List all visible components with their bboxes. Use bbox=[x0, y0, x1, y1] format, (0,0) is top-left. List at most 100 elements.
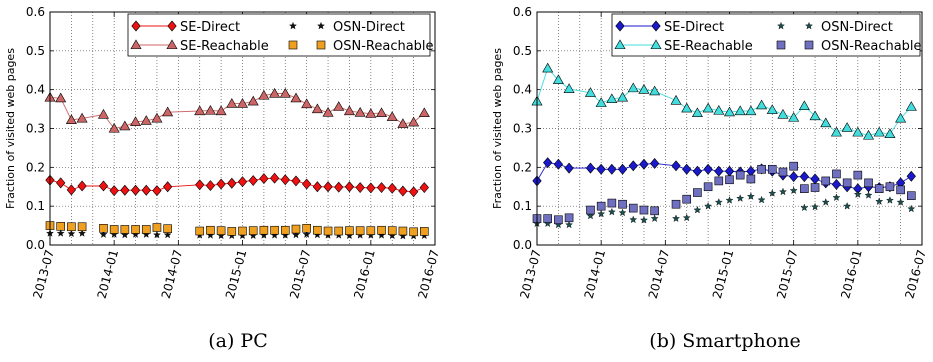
data-point bbox=[649, 85, 661, 96]
data-point bbox=[789, 171, 799, 183]
legend-marker bbox=[650, 39, 662, 50]
data-point bbox=[216, 226, 226, 235]
data-point bbox=[76, 112, 88, 123]
data-point bbox=[606, 93, 618, 104]
data-point bbox=[259, 173, 269, 185]
data-point bbox=[800, 203, 809, 212]
data-point bbox=[291, 175, 301, 187]
data-point bbox=[344, 181, 355, 193]
data-point bbox=[607, 198, 617, 208]
data-point bbox=[746, 174, 756, 184]
data-point bbox=[259, 225, 269, 235]
data-point bbox=[409, 227, 418, 237]
data-point bbox=[639, 215, 648, 224]
data-point bbox=[270, 225, 279, 235]
smartphone-caption: (b) Smartphone bbox=[649, 330, 801, 352]
data-point bbox=[832, 169, 841, 179]
legend-label: OSN-Direct bbox=[821, 20, 893, 35]
legend-marker bbox=[615, 20, 625, 32]
data-point bbox=[269, 172, 280, 184]
data-point bbox=[77, 180, 87, 192]
data-point bbox=[725, 175, 734, 185]
data-point bbox=[853, 170, 863, 180]
data-point bbox=[554, 215, 563, 225]
data-point bbox=[638, 84, 650, 94]
data-point bbox=[596, 201, 606, 211]
data-point bbox=[108, 122, 120, 133]
series-osn-reachable bbox=[45, 221, 429, 237]
legend-label: OSN-Reachable bbox=[333, 39, 434, 54]
data-point bbox=[907, 204, 916, 213]
data-point bbox=[639, 205, 649, 215]
data-point bbox=[628, 160, 638, 172]
data-point bbox=[596, 163, 606, 175]
data-point bbox=[408, 116, 420, 127]
series-se-reachable bbox=[44, 87, 430, 133]
data-point bbox=[99, 230, 108, 238]
data-point bbox=[280, 174, 290, 186]
data-point bbox=[714, 165, 724, 177]
data-point bbox=[757, 195, 766, 204]
data-point bbox=[77, 222, 87, 232]
data-point bbox=[810, 173, 820, 185]
data-point bbox=[702, 102, 714, 113]
data-point bbox=[120, 225, 130, 234]
x-tick-label: 2014-01 bbox=[582, 248, 609, 300]
data-point bbox=[586, 211, 595, 220]
data-point bbox=[398, 226, 408, 236]
pc-chart: 0.0 0.1 0.2 0.3 0.4 0.5 0.6 Fraction of visited… bbox=[4, 5, 442, 300]
data-point bbox=[301, 98, 313, 109]
data-point bbox=[821, 198, 830, 206]
y-tick-label: 0.3 bbox=[26, 122, 45, 136]
data-point bbox=[896, 185, 905, 195]
data-point bbox=[672, 214, 680, 222]
legend-label: OSN-Direct bbox=[333, 20, 405, 35]
data-point bbox=[725, 196, 734, 204]
y-tick-label: 0.4 bbox=[26, 83, 45, 97]
data-point bbox=[842, 178, 852, 188]
data-point bbox=[258, 89, 270, 100]
legend-label: SE-Reachable bbox=[180, 39, 269, 54]
data-point bbox=[820, 117, 832, 128]
data-point bbox=[564, 213, 574, 223]
legend-marker bbox=[316, 40, 326, 50]
data-point bbox=[811, 202, 820, 211]
data-point bbox=[237, 176, 248, 188]
x-tick-label: 2016-07 bbox=[902, 248, 929, 300]
data-point bbox=[552, 74, 564, 85]
data-point bbox=[779, 187, 787, 196]
data-point bbox=[248, 175, 258, 186]
data-point bbox=[832, 193, 841, 202]
data-point bbox=[119, 120, 131, 131]
y-tick-label: 0.6 bbox=[513, 5, 532, 19]
data-point bbox=[691, 107, 703, 118]
data-point bbox=[597, 209, 606, 218]
data-point bbox=[564, 162, 574, 174]
data-point bbox=[366, 182, 376, 194]
data-point bbox=[238, 226, 247, 236]
data-point bbox=[226, 98, 238, 108]
data-point bbox=[843, 202, 852, 210]
data-point bbox=[151, 112, 163, 123]
y-tick-label: 0.5 bbox=[26, 44, 45, 58]
data-point bbox=[56, 222, 65, 231]
data-point bbox=[236, 98, 249, 108]
data-point bbox=[365, 108, 377, 118]
data-point bbox=[875, 197, 884, 205]
data-point bbox=[355, 182, 365, 193]
data-point bbox=[376, 107, 388, 118]
x-tick-label: 2015-07 bbox=[287, 248, 314, 300]
data-point bbox=[735, 170, 745, 180]
data-point bbox=[408, 186, 419, 198]
data-point bbox=[334, 226, 344, 236]
data-point bbox=[354, 106, 366, 117]
legend-marker bbox=[317, 21, 325, 30]
legend-label: SE-Reachable bbox=[664, 39, 753, 54]
data-point bbox=[323, 181, 333, 193]
legend-marker bbox=[130, 39, 142, 50]
data-point bbox=[704, 202, 713, 210]
data-point bbox=[227, 177, 237, 189]
y-axis-label: Fraction of visited web pages bbox=[4, 48, 17, 209]
data-point bbox=[66, 184, 77, 196]
plot-frame bbox=[49, 11, 436, 246]
